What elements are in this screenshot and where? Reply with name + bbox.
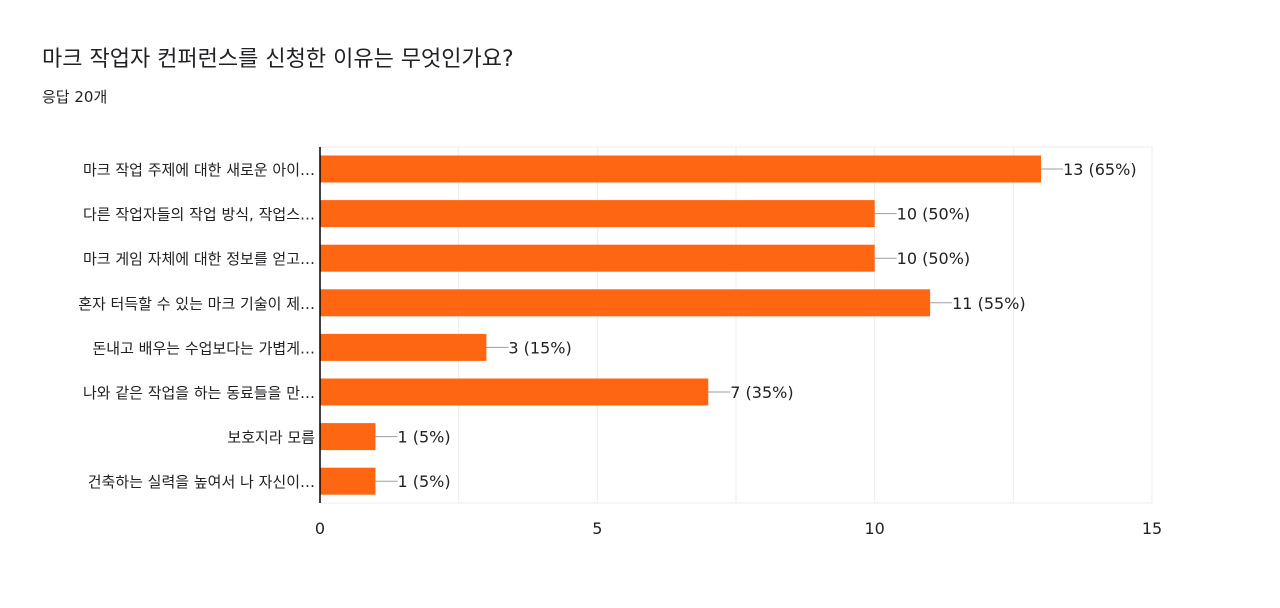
response-count: 응답 20개: [42, 88, 108, 106]
data-label: 1 (5%): [397, 428, 450, 447]
bar: [320, 244, 875, 272]
category-label: 보호지라 모름: [227, 429, 315, 447]
bar: [320, 200, 875, 228]
data-label: 11 (55%): [952, 294, 1025, 313]
x-tick-label: 5: [592, 519, 602, 538]
category-label: 마크 게임 자체에 대한 정보를 얻고…: [83, 250, 315, 268]
x-tick-label: 0: [315, 519, 325, 538]
category-label: 다른 작업자들의 작업 방식, 작업스…: [83, 206, 315, 224]
category-label: 나와 같은 작업을 하는 동료들을 만…: [83, 384, 315, 402]
category-label: 건축하는 실력을 높여서 나 자신이…: [88, 473, 315, 491]
data-label: 10 (50%): [897, 249, 971, 268]
bar: [320, 423, 376, 451]
bar: [320, 289, 931, 317]
bar: [320, 378, 709, 406]
bar: [320, 333, 487, 361]
data-label: 7 (35%): [730, 383, 793, 402]
data-label: 10 (50%): [897, 205, 971, 224]
bar: [320, 467, 376, 495]
data-label: 3 (15%): [508, 338, 571, 357]
bar: [320, 155, 1042, 183]
x-tick-label: 10: [864, 519, 884, 538]
category-label: 돈내고 배우는 수업보다는 가볍게…: [92, 339, 315, 357]
data-label: 1 (5%): [397, 472, 450, 491]
data-label: 13 (65%): [1063, 160, 1137, 179]
chart-title: 마크 작업자 컨퍼런스를 신청한 이유는 무엇인가요?: [42, 47, 514, 72]
category-label: 혼자 터득할 수 있는 마크 기술이 제…: [78, 295, 315, 313]
x-tick-label: 15: [1142, 519, 1162, 538]
category-label: 마크 작업 주제에 대한 새로운 아이…: [83, 161, 315, 179]
